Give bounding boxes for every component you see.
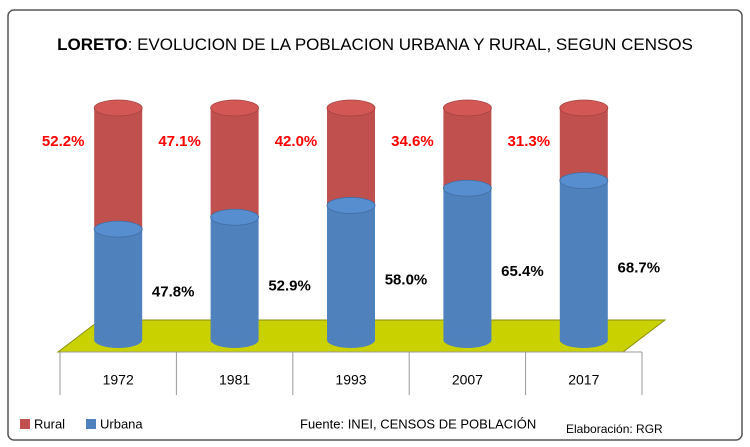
segment-bottom <box>443 332 492 348</box>
value-label: 34.6% <box>391 133 434 150</box>
x-tick-label: 2007 <box>452 372 483 388</box>
segment-top <box>559 172 609 190</box>
value-label: 68.7% <box>618 259 661 276</box>
x-tick-label: 1972 <box>103 372 134 388</box>
segment-bottom <box>94 332 143 348</box>
segment-bottom <box>559 332 608 348</box>
segment-top <box>442 179 492 197</box>
value-label: 58.0% <box>385 272 428 289</box>
bar-segment <box>443 188 492 340</box>
value-label: 47.8% <box>152 284 195 301</box>
segment-bottom <box>210 332 259 348</box>
segment-top <box>93 220 143 238</box>
title-bold: LORETO <box>57 35 128 54</box>
bar-segment <box>210 217 259 340</box>
title-rest: : EVOLUCION DE LA POBLACION URBANA Y RUR… <box>128 35 693 54</box>
segment-top <box>210 99 260 117</box>
segment-top <box>93 99 143 117</box>
value-label: 52.2% <box>42 133 85 150</box>
bar-segment <box>94 229 143 340</box>
value-label: 52.9% <box>268 278 311 295</box>
segment-top <box>210 208 260 226</box>
x-tick-label: 2017 <box>568 372 599 388</box>
legend-swatch <box>86 419 96 429</box>
legend-label: Rural <box>34 416 65 431</box>
bar-segment <box>559 108 608 181</box>
legend-swatch <box>20 419 30 429</box>
chart-title: LORETO: EVOLUCION DE LA POBLACION URBANA… <box>57 35 693 54</box>
value-label: 31.3% <box>508 133 551 150</box>
bar-segment <box>327 108 375 206</box>
value-label: 65.4% <box>501 263 544 280</box>
bar-segment <box>210 108 259 218</box>
bar-segment <box>443 108 492 189</box>
source: Fuente: INEI, CENSOS DE POBLACIÓN <box>300 416 536 431</box>
segment-top <box>326 197 376 214</box>
legend-label: Urbana <box>100 416 143 431</box>
bar-segment <box>327 205 375 340</box>
segment-bottom <box>327 332 375 348</box>
value-label: 42.0% <box>275 133 318 150</box>
segment-top <box>326 99 376 117</box>
x-tick-label: 1993 <box>335 372 366 388</box>
segment-top <box>559 99 609 117</box>
segment-top <box>442 99 492 117</box>
bar-segment <box>94 108 143 230</box>
credit: Elaboración: RGR <box>566 422 663 436</box>
value-label: 47.1% <box>158 133 201 150</box>
bar-segment <box>559 180 608 340</box>
x-tick-label: 1981 <box>219 372 250 388</box>
